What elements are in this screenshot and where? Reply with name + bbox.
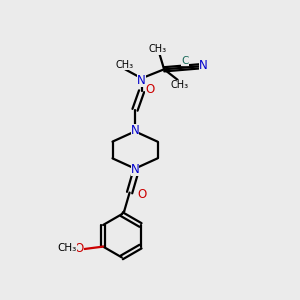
Text: CH₃: CH₃ [171, 80, 189, 90]
Text: C: C [182, 56, 189, 66]
Text: O: O [74, 242, 84, 255]
Text: N: N [130, 163, 140, 176]
Text: N: N [199, 59, 208, 72]
Text: N: N [130, 124, 140, 137]
Text: N: N [137, 74, 146, 87]
Text: CH₃: CH₃ [116, 60, 134, 70]
Text: O: O [146, 83, 154, 96]
Text: CH₃: CH₃ [148, 44, 166, 55]
Text: CH₃: CH₃ [58, 243, 77, 254]
Text: O: O [137, 188, 146, 201]
